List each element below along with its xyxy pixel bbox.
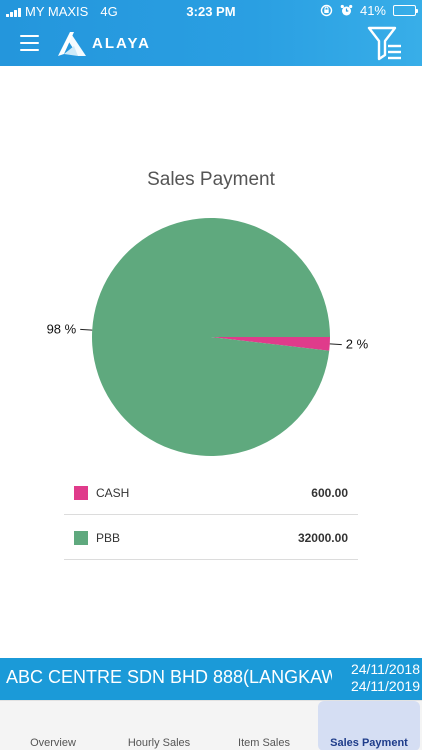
signal-bars-icon [6, 7, 21, 17]
tab-label: Hourly Sales [127, 737, 191, 749]
pie-slice-pbb[interactable] [92, 217, 330, 456]
pbb-swatch [74, 531, 88, 545]
legend-name: CASH [96, 486, 130, 500]
legend-row-cash[interactable]: CASH 600.00 [64, 470, 358, 515]
pie-leader-cash [329, 343, 342, 346]
cash-swatch [74, 486, 88, 500]
date-range: 24/11/2018 24/11/2019 [351, 661, 420, 695]
rotation-lock-icon [320, 4, 333, 17]
logo-text: ALAYA [92, 34, 151, 52]
chart-title: Sales Payment [147, 169, 275, 190]
status-time: 3:23 PM [186, 4, 236, 19]
hamburger-menu-icon[interactable] [20, 35, 40, 51]
outlet-bar[interactable]: ABC CENTRE SDN BHD 888(LANGKAWI 24/11/20… [0, 658, 422, 700]
tab-item-sales[interactable]: Item Sales [212, 701, 316, 750]
carrier-label: MY MAXIS [25, 4, 89, 19]
pie-chart: 2 % 98 % [47, 217, 369, 456]
bottom-tab-bar: Overview Hourly Sales Item Sales Sales P… [0, 700, 422, 750]
status-left: MY MAXIS 4G [6, 4, 118, 19]
legend-name: PBB [96, 531, 121, 545]
battery-icon [393, 5, 418, 16]
top-bar: MY MAXIS 4G 3:23 PM 41% [0, 0, 422, 66]
tab-label: Overview [30, 737, 76, 749]
alaya-logo: ALAYA [56, 28, 151, 58]
legend-amount: 600.00 [311, 486, 348, 500]
pie-percent-label: 98 % [47, 321, 77, 336]
payment-legend: CASH 600.00 PBB 32000.00 [64, 470, 358, 560]
network-label: 4G [100, 4, 118, 19]
tab-label: Sales Payment [330, 737, 408, 749]
legend-amount: 32000.00 [297, 531, 348, 545]
tab-sales-payment[interactable]: Sales Payment [318, 701, 420, 750]
tab-overview[interactable]: Overview [0, 701, 106, 750]
battery-percent: 41% [359, 3, 386, 18]
legend-row-pbb[interactable]: PBB 32000.00 [64, 515, 358, 560]
date-to: 24/11/2019 [350, 678, 420, 694]
alarm-icon [340, 4, 353, 16]
tab-hourly-sales[interactable]: Hourly Sales [106, 701, 212, 750]
filter-icon[interactable] [366, 24, 404, 62]
date-from: 24/11/2018 [350, 661, 420, 677]
alaya-logo-mark-icon [58, 32, 86, 56]
tab-label: Item Sales [238, 737, 290, 749]
pie-slice-cash[interactable] [211, 337, 330, 351]
app-header: ALAYA [0, 22, 422, 66]
outlet-name: ABC CENTRE SDN BHD 888(LANGKAWI [6, 667, 332, 687]
pie-percent-label: 2 % [346, 337, 369, 352]
status-right: 41% [320, 3, 418, 18]
pie-leader-pbb [80, 328, 93, 331]
status-bar: MY MAXIS 4G 3:23 PM 41% [0, 0, 422, 22]
